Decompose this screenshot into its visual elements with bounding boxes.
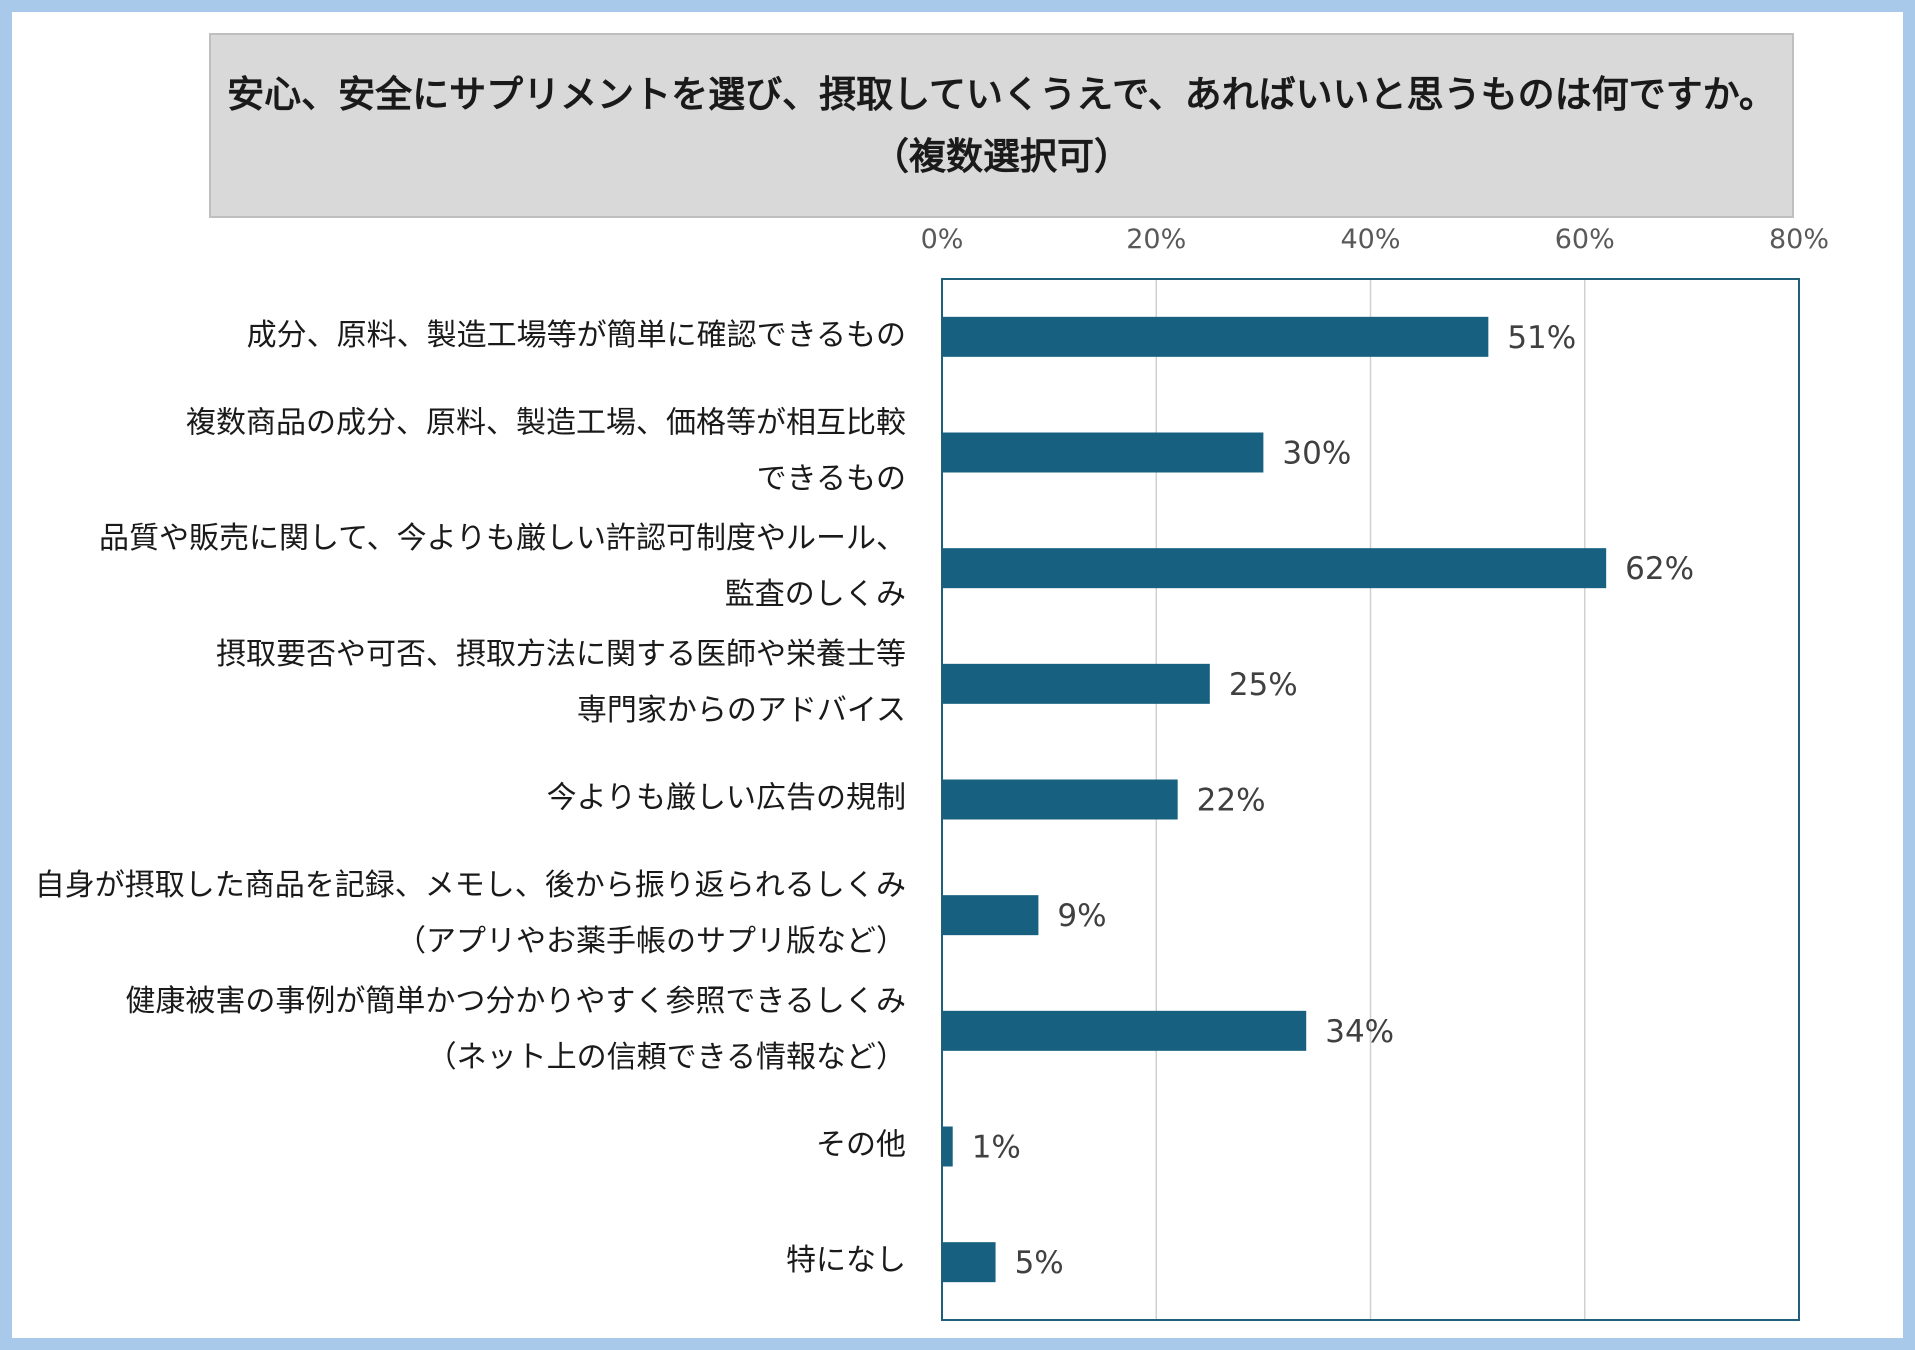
bar-2 <box>942 548 1607 589</box>
data-label-8: 5% <box>1015 1245 1064 1281</box>
x-tick-label-0: 0% <box>921 224 964 255</box>
bar-0 <box>942 316 1489 357</box>
bar-8 <box>942 1242 996 1283</box>
bar-3 <box>942 663 1210 704</box>
x-tick-label-4: 80% <box>1769 224 1829 255</box>
data-label-5: 9% <box>1057 898 1106 934</box>
bar-7 <box>942 1126 953 1167</box>
category-label-8: 特になし <box>786 1243 906 1278</box>
data-label-1: 30% <box>1282 436 1351 472</box>
category-label-6: 健康被害の事例が簡単かつ分かりやすく参照できるしくみ （ネット上の信頼できる情報な… <box>125 984 906 1075</box>
chart-title-line-1: 安心、安全にサプリメントを選び、摂取していくうえで、あればいいと思うものは何です… <box>227 72 1776 116</box>
data-label-4: 22% <box>1197 783 1266 819</box>
category-label-5-line-1: （アプリやお薬手帳のサプリ版など） <box>396 924 906 959</box>
category-label-4: 今よりも厳しい広告の規制 <box>547 781 906 816</box>
data-label-2: 62% <box>1625 551 1694 587</box>
data-label-3: 25% <box>1229 667 1298 703</box>
category-label-5: 自身が摂取した商品を記録、メモし、後から振り返られるしくみ （アプリやお薬手帳のサ… <box>35 868 906 959</box>
x-tick-label-1: 20% <box>1126 224 1186 255</box>
category-label-7: その他 <box>816 1128 906 1163</box>
category-label-1: 複数商品の成分、原料、製造工場、価格等が相互比較できるもの <box>186 406 906 497</box>
category-label-0-line-0: 成分、原料、製造工場等が簡単に確認できるもの <box>247 318 906 353</box>
bar-6 <box>942 1010 1307 1051</box>
bar-1 <box>942 432 1264 473</box>
category-label-6-line-0: 健康被害の事例が簡単かつ分かりやすく参照できるしくみ <box>125 984 906 1019</box>
category-label-3: 摂取要否や可否、摂取方法に関する医師や栄養士等専門家からのアドバイス <box>216 637 906 728</box>
category-label-2-line-0: 品質や販売に関して、今よりも厳しい許認可制度やルール、 <box>99 521 906 556</box>
data-label-7: 1% <box>972 1130 1021 1166</box>
data-label-6: 34% <box>1325 1014 1394 1050</box>
category-label-1-line-1: できるもの <box>757 462 906 497</box>
x-tick-label-3: 60% <box>1555 224 1615 255</box>
category-label-0: 成分、原料、製造工場等が簡単に確認できるもの <box>247 318 906 353</box>
chart-title-box: 安心、安全にサプリメントを選び、摂取していくうえで、あればいいと思うものは何です… <box>209 33 1794 218</box>
category-label-3-line-1: 専門家からのアドバイス <box>577 693 906 728</box>
chart-title-line-2: （複数選択可） <box>872 134 1131 178</box>
category-label-5-line-0: 自身が摂取した商品を記録、メモし、後から振り返られるしくみ <box>35 868 906 903</box>
category-label-3-line-0: 摂取要否や可否、摂取方法に関する医師や栄養士等 <box>216 637 906 672</box>
bar-5 <box>942 895 1039 936</box>
plot-border <box>941 278 1800 1321</box>
category-label-2: 品質や販売に関して、今よりも厳しい許認可制度やルール、監査のしくみ <box>99 521 906 612</box>
category-label-4-line-0: 今よりも厳しい広告の規制 <box>547 781 906 816</box>
category-label-8-line-0: 特になし <box>786 1243 906 1278</box>
bar-4 <box>942 779 1178 820</box>
data-label-0: 51% <box>1507 320 1576 356</box>
x-tick-label-2: 40% <box>1340 224 1400 255</box>
category-label-7-line-0: その他 <box>816 1128 906 1163</box>
category-label-2-line-1: 監査のしくみ <box>725 577 906 612</box>
category-label-6-line-1: （ネット上の信頼できる情報など） <box>427 1040 906 1075</box>
category-label-1-line-0: 複数商品の成分、原料、製造工場、価格等が相互比較 <box>186 406 906 441</box>
